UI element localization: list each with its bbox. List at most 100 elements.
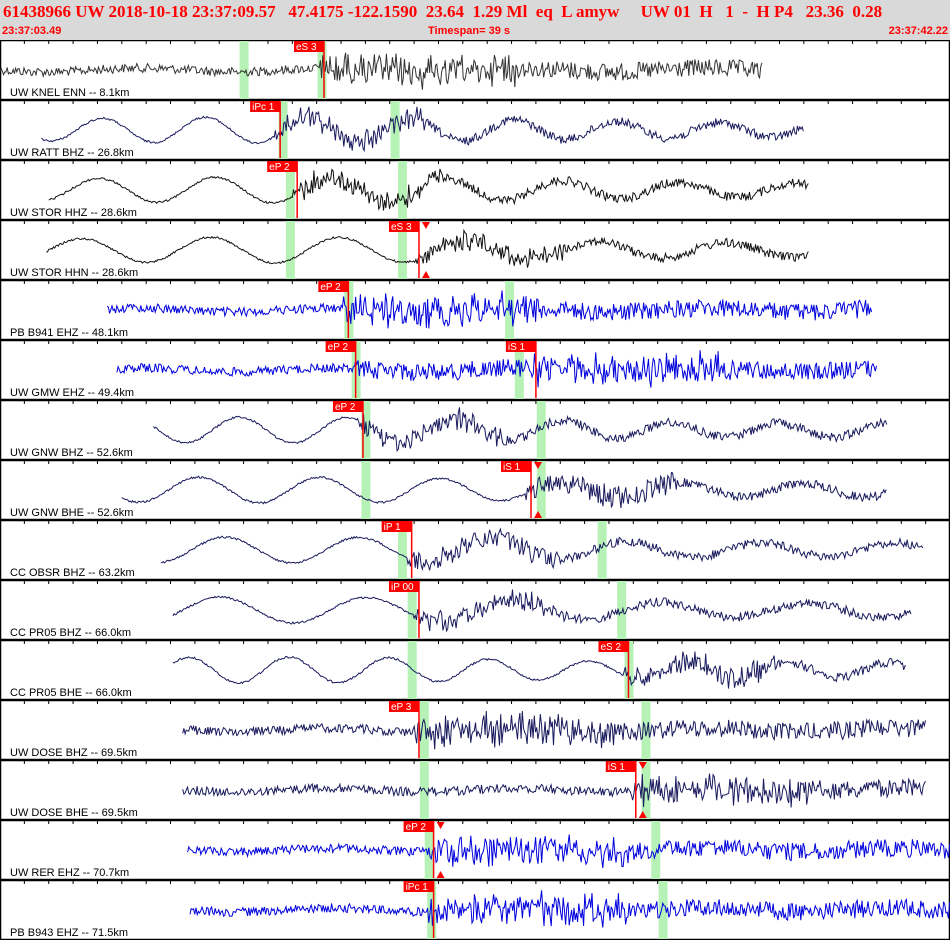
pick-label: eS 3 (296, 42, 317, 53)
pick-window (285, 221, 295, 279)
waveform-line (106, 290, 873, 329)
pick-window (397, 521, 407, 579)
pick-label-box (325, 341, 356, 352)
pick-label: eP 2 (335, 402, 356, 413)
waveform-line (116, 350, 877, 388)
station-label: PB B943 EHZ -- 71.5km (10, 927, 128, 939)
pick-window (617, 581, 627, 639)
pick-label: eP 2 (320, 282, 341, 293)
waveform-line (182, 710, 926, 750)
pick-label-box (318, 281, 349, 292)
pick-label: iPc 1 (252, 102, 275, 113)
pick-window (397, 161, 407, 219)
pick-window (397, 221, 407, 279)
row-border (0, 40, 950, 101)
trace-row[interactable]: iS 1 UW DOSE BHE -- 69.5km (0, 759, 950, 821)
pick-window (651, 821, 661, 879)
station-label: UW STOR HHZ -- 28.6km (10, 207, 137, 219)
pick-label-box (250, 101, 281, 112)
station-label: PB B941 EHZ -- 48.1km (10, 327, 128, 339)
trace-row[interactable]: eP 2 UW STOR HHZ -- 28.6km (0, 159, 950, 221)
pick-marker (534, 511, 543, 518)
pick-window (361, 401, 371, 459)
waveform-line (153, 407, 888, 452)
station-label: UW DOSE BHE -- 69.5km (10, 807, 138, 819)
pick-label: eS 2 (600, 642, 621, 653)
trace-row[interactable]: eS 3 UW KNEL ENN -- 8.1km (0, 40, 950, 101)
pick-window (536, 461, 546, 519)
station-label: UW RER EHZ -- 70.7km (10, 867, 129, 879)
pick-marker (638, 762, 647, 769)
start-time-label: 23:37:03.49 (2, 25, 62, 37)
pick-label: iP 1 (384, 522, 401, 533)
waveform-line (121, 471, 887, 509)
pick-window (407, 581, 417, 639)
pick-marker (436, 822, 445, 829)
pick-label-box (403, 881, 434, 892)
pick-label: iS 1 (508, 342, 526, 353)
pick-label-box (403, 821, 434, 832)
trace-row[interactable]: eP 2 PB B941 EHZ -- 48.1km (0, 279, 950, 341)
station-label: CC OBSR BHZ -- 63.2km (10, 567, 135, 579)
row-border (0, 699, 950, 761)
seismogram-panel[interactable]: eS 3 UW KNEL ENN -- 8.1km iPc 1 UW RATT BHZ… (0, 40, 950, 940)
pick-label-box (505, 341, 536, 352)
station-label: CC PR05 BHZ -- 66.0km (10, 627, 131, 639)
pick-label-box (388, 221, 419, 232)
pick-marker (421, 222, 430, 229)
event-header: 61438966 UW 2018-10-18 23:37:09.57 47.41… (0, 0, 950, 40)
timespan-label: Timespan= 39 s (428, 25, 511, 37)
pick-label: eP 2 (269, 162, 290, 173)
pick-label-box (332, 401, 363, 412)
trace-row[interactable]: eP 2 iS 1 UW GMW EHZ -- 49.4km (0, 339, 950, 401)
trace-row[interactable]: iS 1 UW GNW BHE -- 52.6km (0, 459, 950, 521)
pick-label-box (267, 161, 298, 172)
waveform-line (46, 228, 809, 268)
end-time-label: 23:37:42.22 (888, 25, 948, 37)
pick-label: iPc 1 (406, 882, 429, 893)
trace-row[interactable]: eP 2 UW GNW BHZ -- 52.6km (0, 399, 950, 461)
station-label: UW KNEL ENN -- 8.1km (10, 87, 129, 99)
pick-label: eP 3 (391, 702, 412, 713)
waveform-line (172, 589, 912, 633)
pick-window (239, 41, 249, 99)
pick-marker (638, 811, 647, 818)
trace-row[interactable]: eP 3 UW DOSE BHZ -- 69.5km (0, 699, 950, 761)
event-title: 61438966 UW 2018-10-18 23:37:09.57 47.41… (3, 2, 883, 21)
pick-label-box (605, 761, 636, 772)
pick-label: eP 2 (328, 342, 349, 353)
station-label: UW DOSE BHZ -- 69.5km (10, 747, 137, 759)
trace-row[interactable]: iPc 1 PB B943 EHZ -- 71.5km (0, 879, 950, 940)
pick-marker (421, 271, 430, 278)
waveform-line (189, 890, 950, 928)
pick-label: iP 00 (391, 582, 414, 593)
pick-window (641, 701, 651, 759)
pick-label-box (381, 521, 412, 532)
waveform-line (187, 834, 950, 869)
trace-row[interactable]: iP 1 CC OBSR BHZ -- 63.2km (0, 519, 950, 581)
pick-marker (436, 871, 445, 878)
pick-window (419, 701, 429, 759)
pick-window (658, 881, 668, 939)
row-border (0, 519, 950, 581)
waveform-line (0, 52, 763, 90)
row-border (0, 879, 950, 940)
trace-row[interactable]: iP 00 CC PR05 BHZ -- 66.0km (0, 579, 950, 641)
pick-window (597, 521, 607, 579)
pick-window (361, 461, 371, 519)
trace-row[interactable]: eS 2 CC PR05 BHE -- 66.0km (0, 639, 950, 701)
pick-label-box (598, 641, 629, 652)
trace-row[interactable]: iPc 1 UW RATT BHZ -- 26.8km (0, 99, 950, 161)
pick-label-box (501, 461, 532, 472)
pick-label: iS 1 (608, 762, 626, 773)
trace-row[interactable]: eP 2 UW RER EHZ -- 70.7km (0, 819, 950, 881)
pick-marker (534, 462, 543, 469)
pick-window (285, 161, 295, 219)
station-label: UW GNW BHZ -- 52.6km (10, 447, 133, 459)
waveform-line (182, 773, 926, 808)
row-border (0, 459, 950, 521)
pick-label: eP 2 (406, 822, 427, 833)
trace-row[interactable]: eS 3 UW STOR HHN -- 28.6km (0, 219, 950, 281)
waveform-line (172, 651, 907, 689)
waveform-line (48, 168, 809, 211)
